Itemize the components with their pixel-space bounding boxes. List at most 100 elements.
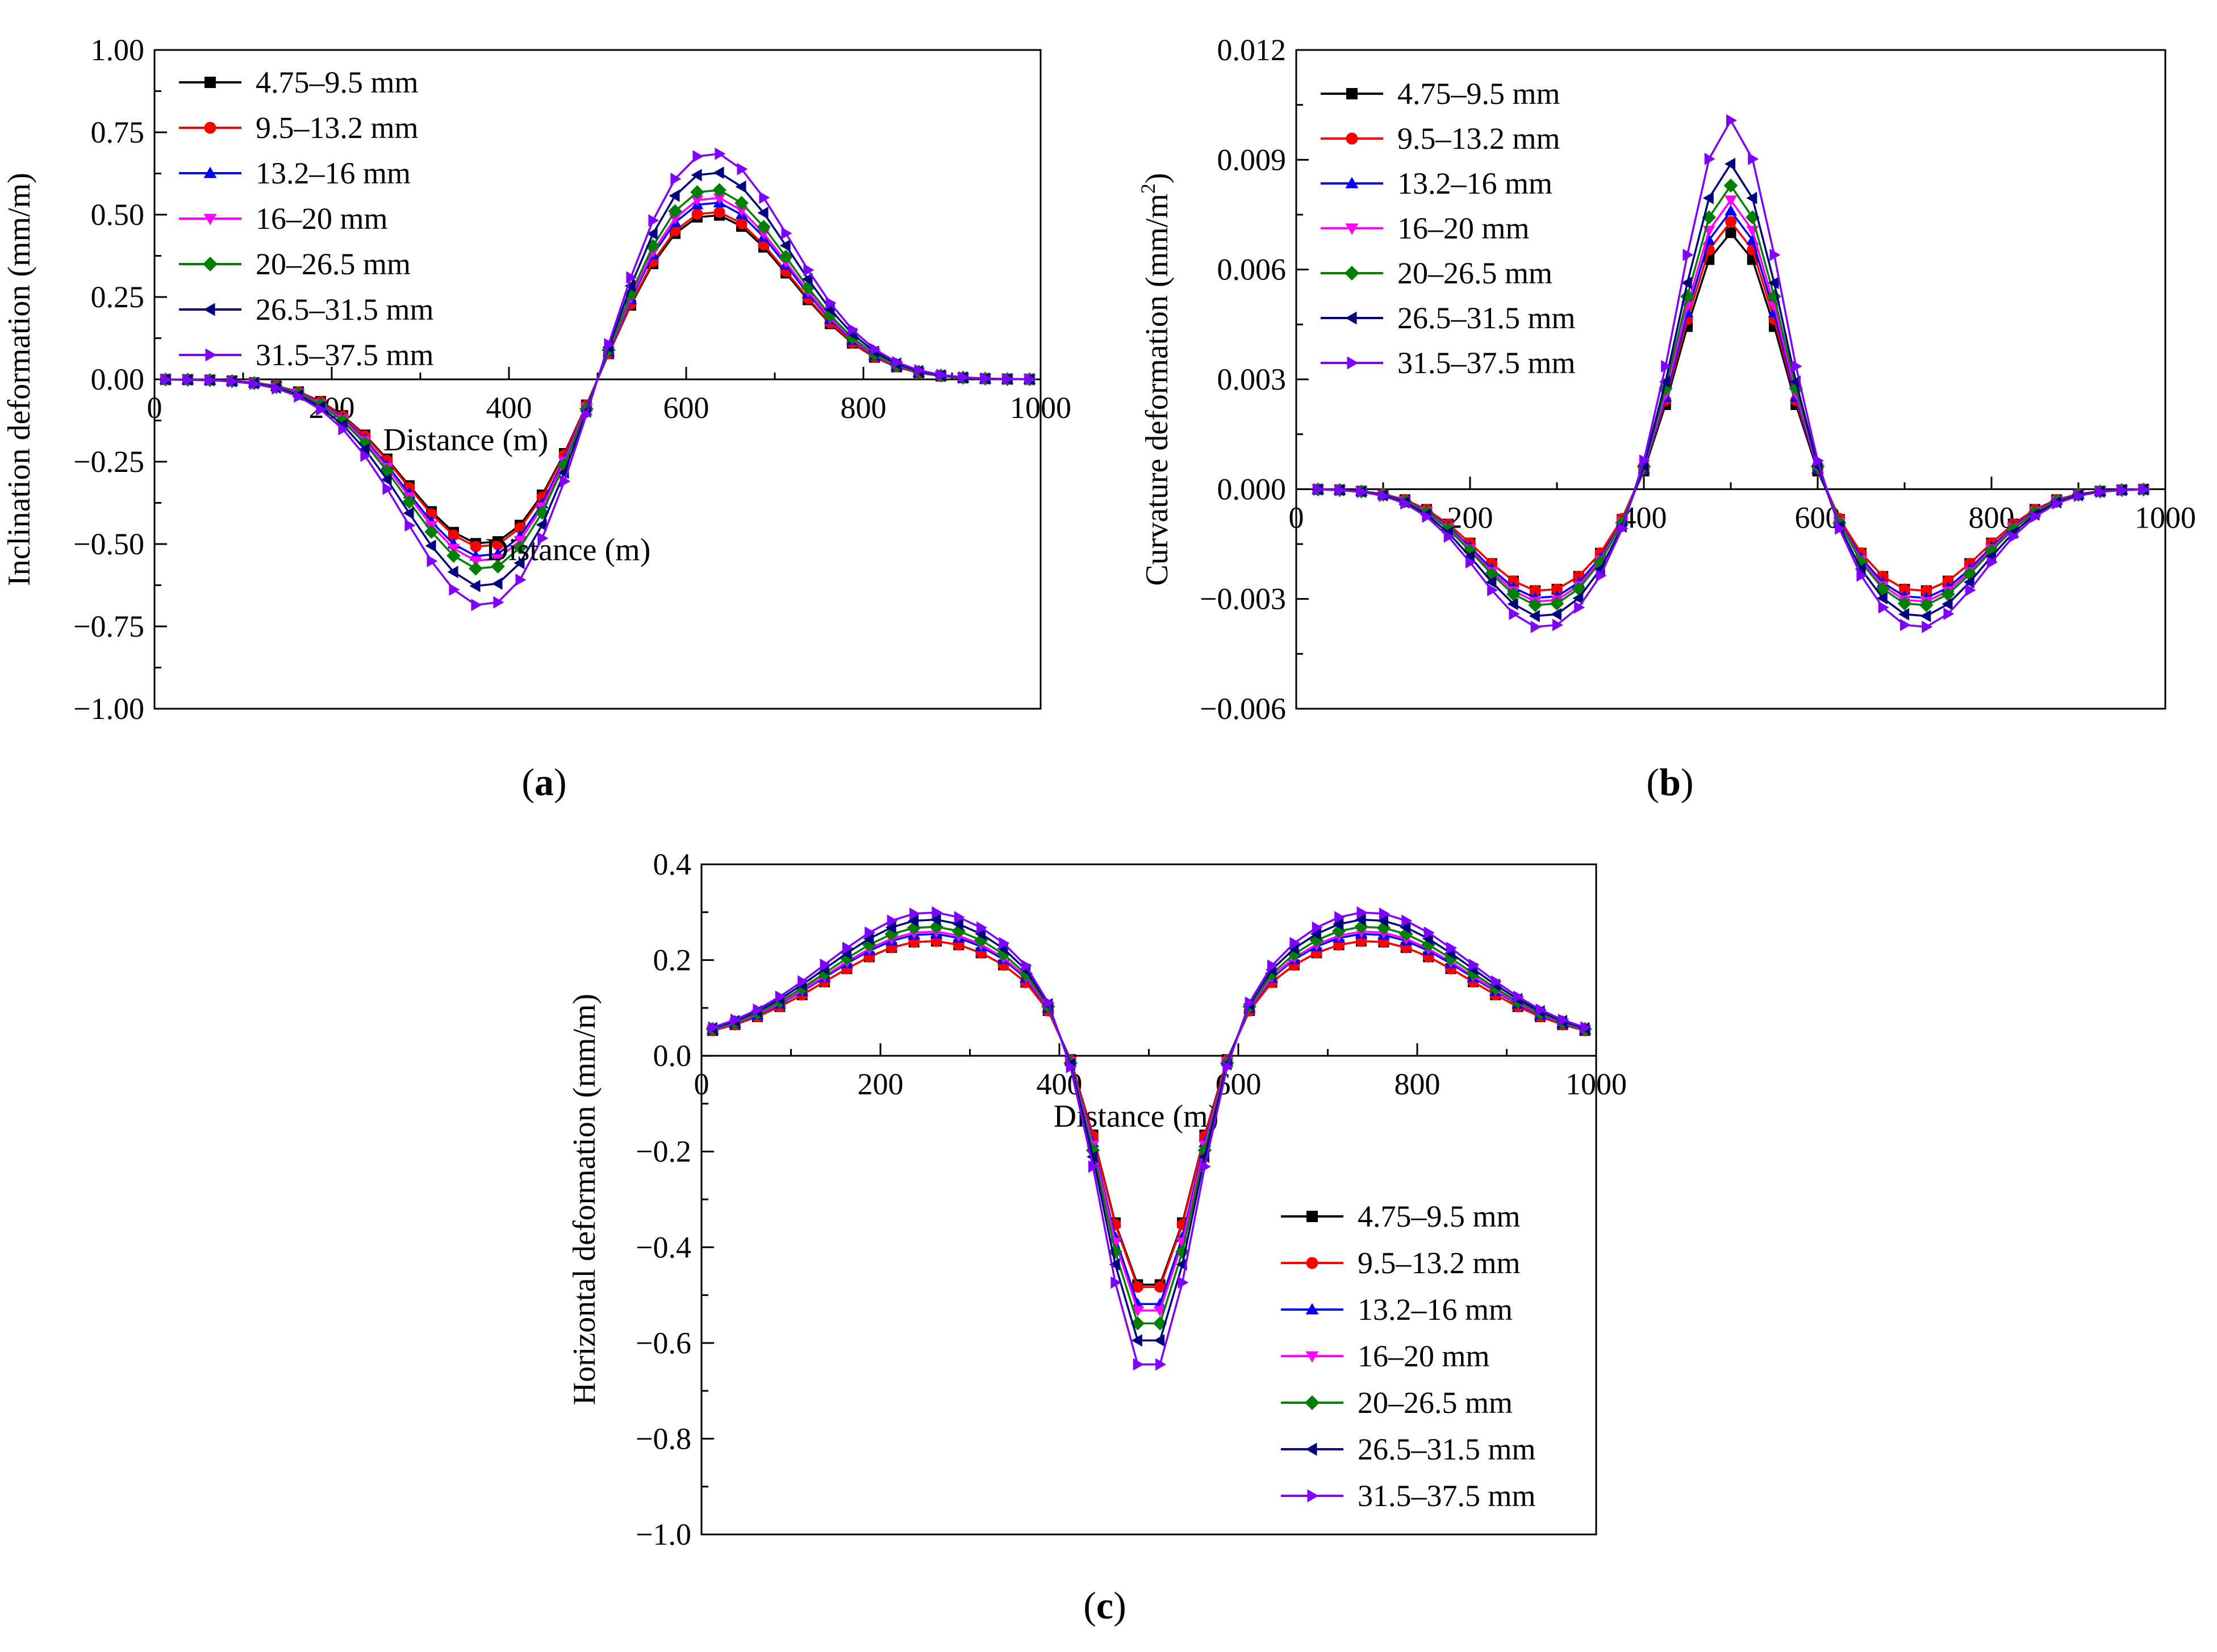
data-point — [491, 559, 505, 574]
legend-marker — [1345, 223, 1359, 235]
data-point — [469, 561, 483, 576]
data-point — [2139, 483, 2150, 496]
panel-b: −0.006 −0.003 0.000 0.003 0.006 0.009 0.012 0 20… — [486, 33, 2196, 804]
data-point — [1422, 932, 1433, 945]
data-point — [1530, 620, 1542, 633]
data-point — [735, 180, 746, 193]
data-point — [493, 596, 504, 609]
y-tick-label: −0.003 — [1200, 582, 1286, 616]
data-point — [801, 280, 815, 295]
data-point — [425, 539, 436, 553]
data-point — [708, 1021, 719, 1034]
data-point — [932, 906, 943, 919]
data-point — [471, 599, 482, 612]
series-line — [712, 911, 1585, 1366]
x-tick-label: 1000 — [2135, 500, 2196, 534]
data-point — [781, 227, 792, 240]
data-point — [1087, 1151, 1098, 1163]
data-point — [1528, 598, 1543, 612]
legend-label: 20–26.5 mm — [256, 247, 411, 281]
data-point — [492, 539, 504, 551]
y-tick-label: 0.0 — [653, 1039, 692, 1073]
data-point — [1132, 1281, 1143, 1293]
data-point — [1018, 967, 1033, 981]
data-point — [715, 147, 726, 160]
y-tick-label: 0.012 — [1217, 33, 1287, 67]
y-tick-label: −0.8 — [636, 1421, 691, 1456]
data-point — [648, 214, 659, 227]
data-point — [1377, 914, 1389, 927]
data-point — [1617, 522, 1629, 535]
data-point — [1813, 454, 1824, 467]
data-point — [624, 287, 638, 301]
data-point — [1550, 596, 1564, 611]
caption-letter: c — [1096, 1584, 1113, 1627]
data-point — [1661, 360, 1672, 373]
data-point — [737, 162, 748, 175]
data-point — [403, 507, 414, 520]
data-point — [227, 375, 239, 388]
data-point — [381, 473, 392, 486]
data-point — [1876, 592, 1888, 605]
data-point — [980, 372, 992, 385]
x-tick-label: 1000 — [1565, 1067, 1627, 1101]
data-point — [1558, 1013, 1569, 1026]
data-point — [914, 364, 925, 377]
data-point — [1725, 204, 1737, 216]
data-point — [1287, 947, 1301, 961]
y-tick-label: −1.0 — [636, 1517, 691, 1551]
data-point — [404, 519, 416, 532]
data-point — [1922, 620, 1933, 633]
legend-label: 13.2–16 mm — [1358, 1293, 1513, 1327]
data-point — [1920, 585, 1932, 597]
data-point — [1513, 990, 1525, 1003]
data-point — [1400, 921, 1411, 934]
data-point — [1088, 1160, 1099, 1173]
data-point — [515, 574, 527, 586]
data-point — [842, 942, 853, 955]
x-axis-label: Distance (m) — [383, 423, 549, 458]
data-point — [1702, 191, 1714, 204]
data-point — [862, 938, 876, 952]
data-point — [713, 193, 726, 204]
data-point — [847, 323, 859, 336]
data-point — [1109, 1258, 1120, 1271]
series-7 — [708, 906, 1592, 1371]
data-point — [954, 911, 965, 924]
legend-marker — [1346, 132, 1358, 145]
data-point — [668, 204, 682, 219]
y-axis-label-main: Curvature deformation (mm/m — [1139, 194, 1175, 585]
data-point — [692, 150, 704, 163]
data-point — [691, 169, 702, 182]
y-tick-label: −0.25 — [73, 445, 144, 479]
data-point — [1356, 486, 1368, 499]
legend-marker — [1305, 1442, 1317, 1456]
data-point — [1154, 1306, 1167, 1317]
data-point — [336, 414, 350, 428]
data-point — [582, 408, 593, 421]
data-point — [1965, 584, 1976, 597]
legend-label: 26.5–31.5 mm — [1397, 301, 1576, 335]
data-point — [604, 338, 615, 351]
data-point — [1507, 597, 1518, 610]
legend-label: 9.5–13.2 mm — [256, 111, 419, 145]
data-point — [1897, 596, 1912, 611]
data-point — [1131, 1306, 1144, 1317]
data-point — [1466, 966, 1480, 981]
data-point — [999, 936, 1010, 950]
data-point — [469, 556, 482, 567]
data-point — [1465, 556, 1476, 569]
y-tick-label: 0.75 — [91, 115, 145, 149]
data-point — [1130, 1316, 1145, 1331]
data-point — [382, 482, 394, 495]
legend-marker — [1345, 311, 1357, 325]
data-point — [1485, 576, 1497, 589]
data-point — [1066, 1060, 1077, 1073]
data-point — [1984, 543, 1999, 558]
panel-caption: (b) — [1646, 760, 1693, 804]
y-tick-label: −0.75 — [73, 609, 144, 643]
y-axis-label-superscript: 2 — [1137, 183, 1159, 194]
data-point — [1725, 157, 1736, 170]
data-point — [1422, 510, 1433, 523]
data-point — [1878, 601, 1889, 614]
